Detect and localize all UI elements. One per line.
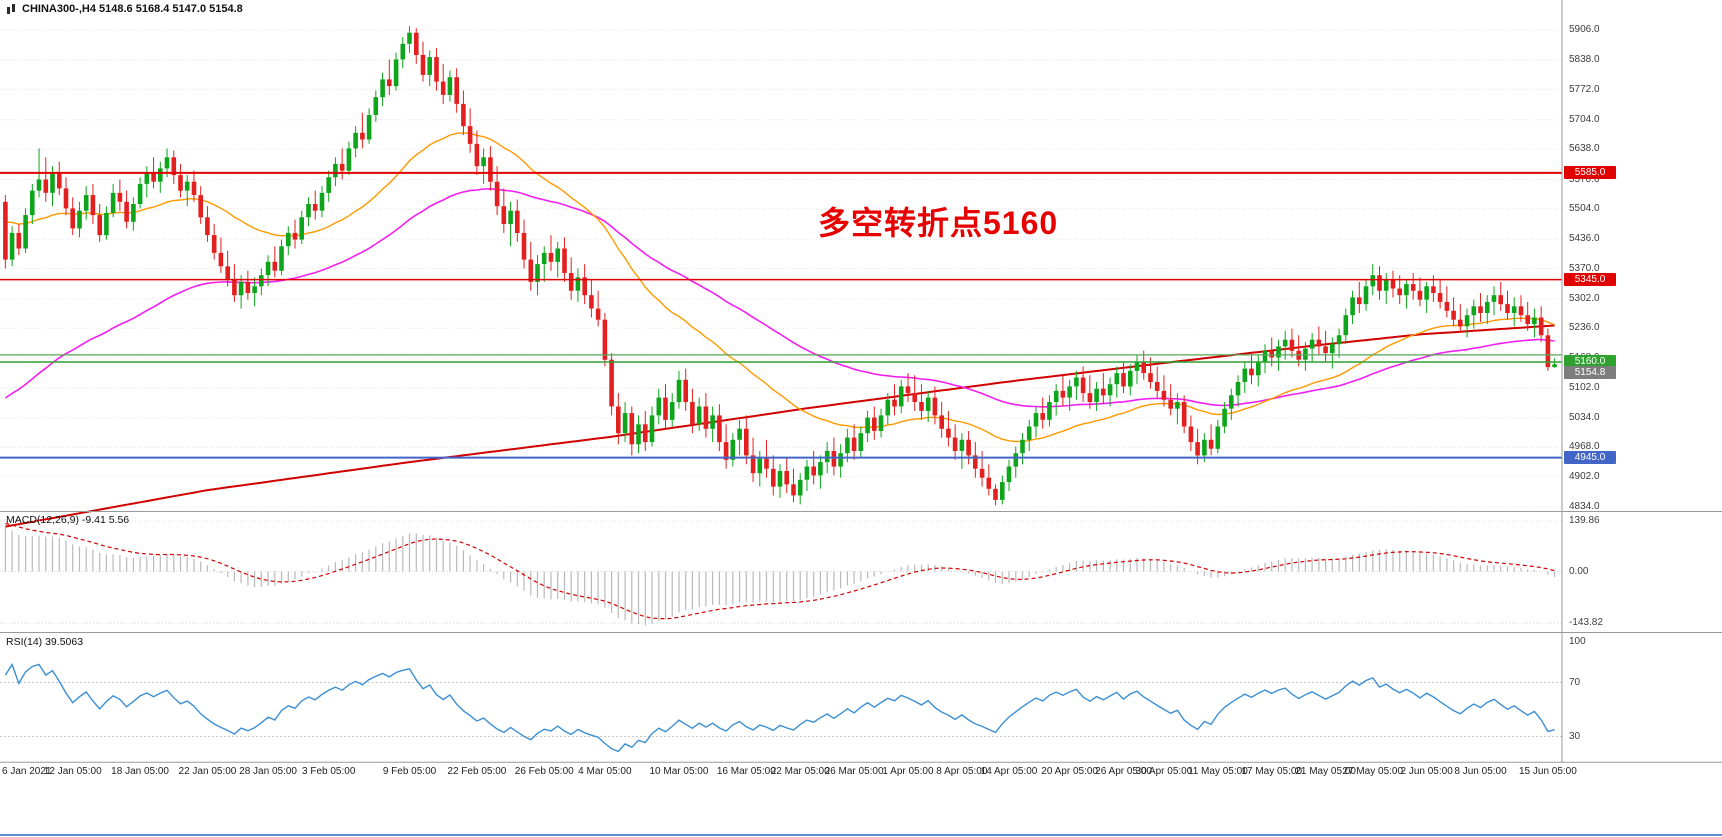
- level-lines: [0, 171, 1562, 459]
- macd-tick-label: 139.86: [1569, 515, 1600, 527]
- time-tick-label: 8 Apr 05:00: [936, 766, 988, 777]
- chart-title-bar: CHINA300-,H4 5148.6 5168.4 5147.0 5154.8: [6, 3, 243, 15]
- chart-canvas[interactable]: [0, 0, 1722, 763]
- rsi-tick-label: 30: [1569, 730, 1581, 742]
- price-level-badge: 5160.0: [1564, 354, 1616, 368]
- time-tick-label: 22 Feb 05:00: [447, 766, 507, 777]
- macd-panel: [0, 520, 1562, 626]
- price-tick-label: 5906.0: [1569, 24, 1600, 35]
- time-tick-label: 26 Apr 05:00: [1095, 766, 1152, 777]
- time-tick-label: 2 Jun 05:00: [1400, 766, 1453, 777]
- price-tick-label: 5102.0: [1569, 381, 1600, 393]
- time-tick-label: 30 Apr 05:00: [1135, 766, 1193, 777]
- price-level-badge: 5154.8: [1564, 366, 1616, 380]
- annotation-text: 多空转折点5160: [818, 205, 1059, 241]
- price-tick-label: 4902.0: [1569, 470, 1600, 482]
- price-tick-label: 5034.0: [1569, 412, 1600, 424]
- time-tick-label: 6 Jan 2021: [2, 766, 52, 777]
- price-tick-label: 5570.0: [1569, 173, 1600, 185]
- price-tick-label: 5504.0: [1569, 202, 1600, 214]
- price-level-badge: 5585.0: [1564, 165, 1616, 179]
- chart-title-text: CHINA300-,H4 5148.6 5168.4 5147.0 5154.8: [22, 3, 243, 15]
- time-tick-label: 10 Mar 05:00: [649, 766, 709, 777]
- time-tick-label: 17 May 05:00: [1241, 766, 1303, 777]
- panel-borders: [0, 0, 1722, 763]
- rsi-tick-label: 100: [1569, 636, 1586, 647]
- time-tick-label: 21 May 05:00: [1295, 766, 1356, 777]
- price-tick-label: 5772.0: [1569, 83, 1600, 95]
- time-tick-label: 9 Feb 05:00: [382, 766, 437, 777]
- time-tick-label: 15 Jun 05:00: [1518, 766, 1577, 777]
- price-tick-label: 4968.0: [1569, 441, 1600, 453]
- rsi-indicator-label: RSI(14) 39.5063: [6, 636, 84, 648]
- time-tick-label: 28 Jan 05:00: [239, 766, 297, 777]
- time-tick-label: 1 Apr 05:00: [882, 766, 934, 777]
- time-tick-label: 27 May 05:00: [1342, 766, 1404, 777]
- time-tick-label: 20 Apr 05:00: [1041, 766, 1098, 777]
- macd-histogram: [4, 527, 1556, 626]
- price-level-badge: 5345.0: [1564, 272, 1616, 286]
- macd-indicator-label: MACD(12,26,9) -9.41 5.56: [6, 514, 130, 526]
- price-tick-label: 4834.0: [1569, 501, 1600, 513]
- time-tick-label: 12 Jan 05:00: [43, 766, 102, 777]
- time-tick-label: 3 Feb 05:00: [302, 766, 356, 777]
- time-tick-label: 14 Apr 05:00: [980, 766, 1038, 777]
- time-tick-label: 11 May 05:00: [1187, 766, 1248, 777]
- time-tick-label: 16 Mar 05:00: [716, 766, 776, 777]
- time-tick-label: 22 Mar 05:00: [770, 766, 830, 777]
- time-tick-label: 26 Mar 05:00: [824, 766, 884, 777]
- candles: [3, 26, 1557, 506]
- price-tick-label: 5370.0: [1569, 262, 1600, 274]
- rsi-panel: [0, 662, 1562, 753]
- price-tick-label: 5638.0: [1569, 143, 1600, 155]
- time-tick-label: 8 Jun 05:00: [1454, 766, 1507, 777]
- price-tick-label: 5302.0: [1569, 292, 1600, 304]
- macd-tick-label: 0.00: [1569, 565, 1589, 577]
- time-tick-label: 18 Jan 05:00: [111, 766, 169, 777]
- time-axis[interactable]: 6 Jan 2021 12 Jan 05:00 18 Jan 05:00 22 Jan…: [0, 766, 1722, 782]
- time-tick-label: 4 Mar 05:00: [578, 766, 632, 777]
- time-tick-label: 26 Feb 05:00: [514, 766, 574, 777]
- price-tick-label: 5704.0: [1569, 113, 1600, 125]
- chart-icon: [7, 3, 15, 14]
- macd-tick-label: -143.82: [1569, 617, 1603, 629]
- price-level-badge: 4945.0: [1564, 450, 1616, 464]
- price-tick-label: 5838.0: [1569, 54, 1600, 66]
- time-tick-label: 22 Jan 05:00: [178, 766, 237, 777]
- price-axis[interactable]: 5906.0 5838.0 5772.0 5704.0 5638.0 5570.0 5504…: [1563, 0, 1722, 763]
- rsi-tick-label: 70: [1569, 676, 1581, 688]
- price-tick-label: 5436.0: [1569, 233, 1600, 245]
- window-border-bottom: [0, 834, 1722, 836]
- price-tick-label: 5236.0: [1569, 322, 1600, 334]
